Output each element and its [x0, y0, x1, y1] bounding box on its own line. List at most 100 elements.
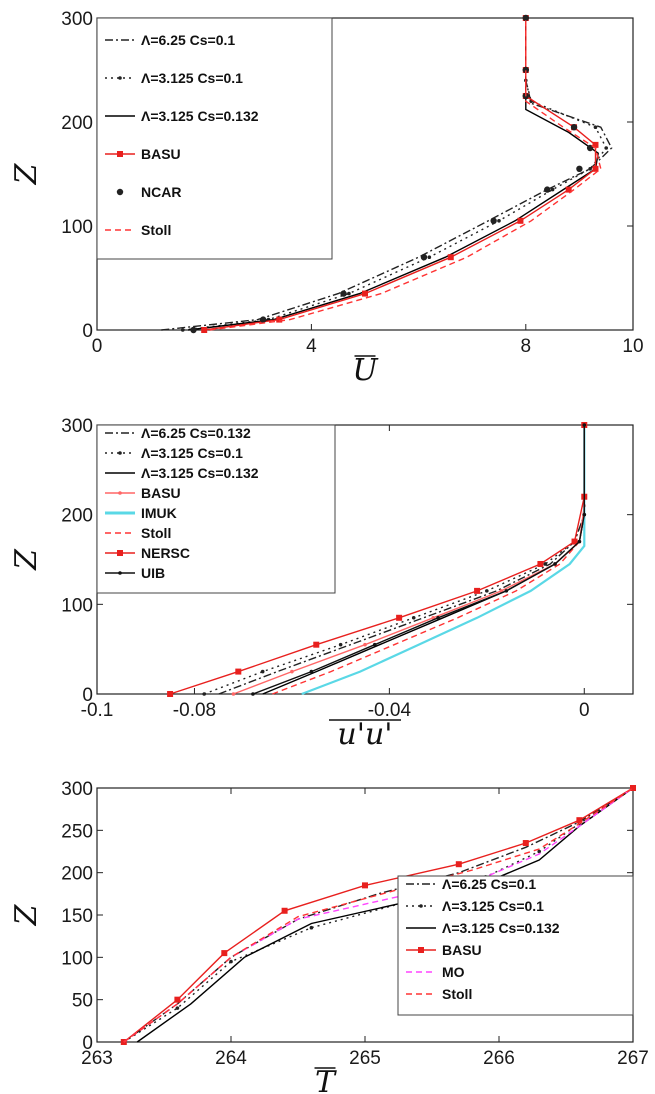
panel-1-legend-entry-1-label: Λ=6.25 Cs=0.1: [141, 32, 235, 48]
panel-3-series-1-line: [123, 787, 634, 1043]
panel-2-xtick-label: 0: [579, 700, 590, 721]
panel-2-ytick-label: 0: [82, 685, 93, 706]
panel-1-series-3-line: [188, 18, 599, 331]
panel-2-series-7-marker: [537, 560, 544, 567]
panel-2-series-8: [251, 423, 587, 696]
panel-1-series-2-marker: [180, 328, 185, 332]
panel-2-ytick-label: 200: [61, 506, 93, 527]
panel-3-series-4-marker: [174, 996, 181, 1003]
panel-2-series-4-marker: [431, 615, 436, 620]
panel-2-series-7-marker: [474, 587, 481, 594]
panel-2-series-8-marker: [436, 615, 440, 620]
panel-3-legend-entry-4: BASU: [406, 942, 482, 958]
panel-1-series-5-marker: [259, 316, 267, 323]
panel-2-legend-entry-4-marker: [118, 491, 122, 495]
panel-2-legend-entry-5: IMUK: [105, 505, 177, 521]
panel-3-series-4-marker: [362, 882, 368, 889]
panel-2-series-4-marker: [290, 669, 294, 674]
panel-2-series-2-marker: [485, 589, 489, 593]
panel-2-series-8-marker: [582, 423, 587, 427]
panel-3-legend-entry-2-label: Λ=3.125 Cs=0.1: [442, 898, 544, 914]
panel-1-series-5-marker: [490, 217, 497, 224]
panel-3-ylabel: Z: [9, 903, 44, 926]
panel-1-series-5: [190, 14, 594, 334]
panel-2-series-7-marker: [235, 668, 242, 675]
panel-1-xtick-label: 10: [622, 336, 643, 357]
panel-1-series-3: [188, 18, 599, 331]
panel-2-series-8-marker: [582, 512, 587, 517]
panel-3-ytick-label: 0: [82, 1033, 93, 1054]
panel-2-series-8-marker: [251, 692, 255, 696]
panel-1-series-4-marker: [565, 186, 572, 193]
panel-3-legend-entry-3: Λ=3.125 Cs=0.132: [406, 920, 560, 936]
panel-2-series-2-marker: [543, 562, 548, 566]
panel-3-legend-entry-6-label: Stoll: [442, 986, 472, 1002]
panel-3-legend-entry-5-label: MO: [442, 964, 465, 980]
panel-2-series-7-marker: [396, 614, 403, 621]
panel-3-series-4-marker: [455, 861, 462, 868]
panel-2-series-5-line: [301, 425, 586, 696]
panel-2-legend-entry-3: Λ=3.125 Cs=0.132: [105, 465, 259, 481]
panel-3-ytick-label: 200: [61, 864, 93, 885]
panel-2-legend-entry-8: UIB: [105, 565, 165, 581]
panel-3-series-6: [123, 787, 634, 1043]
panel-1-series-4-marker: [362, 290, 368, 297]
panel-2-legend-entry-8-marker: [118, 571, 122, 575]
panel-1-series-5-marker: [586, 144, 594, 152]
panel-2-ytick-label: 300: [61, 416, 93, 437]
panel-2-series-8-marker: [309, 669, 314, 674]
panel-2-series-8-marker: [372, 642, 377, 647]
panel-1-series-5-marker: [190, 326, 197, 334]
panel-1-series-4-marker: [592, 165, 599, 172]
panel-3-ytick-label: 150: [61, 906, 93, 927]
panel-2-xtick-label: -0.08: [173, 700, 216, 721]
panel-2-legend-entry-6: Stoll: [105, 525, 171, 541]
panel-1-series-2-marker: [427, 255, 432, 259]
panel-2-series-2-marker: [202, 692, 206, 696]
panel-3-legend-entry-5: MO: [406, 964, 465, 980]
panel-1-series-5-marker: [570, 124, 578, 131]
panel-1-series-5-marker: [420, 254, 428, 261]
panel-1-xtick-label: 8: [521, 336, 532, 357]
panel-1-ytick-label: 300: [61, 9, 93, 30]
panel-3-series-4-marker: [522, 840, 529, 847]
panel-2-legend-entry-7-label: NERSC: [141, 545, 190, 561]
panel-1-series-4-marker: [276, 316, 283, 323]
panel-3-legend-entry-4-label: BASU: [442, 942, 482, 958]
panel-1-series-6: [209, 18, 602, 331]
panel-2-series-2-marker: [411, 615, 416, 620]
panel-1-legend-entry-2-marker: [118, 76, 122, 80]
panel-3-series-2-marker: [309, 925, 314, 930]
panel-1-legend-entry-5: NCAR: [116, 184, 181, 200]
panel-3-xtick-label: 266: [483, 1048, 515, 1069]
panel-3-legend-entry-4-marker: [418, 947, 424, 953]
panel-1-legend-entry-3: Λ=3.125 Cs=0.132: [105, 108, 259, 124]
panel-2-legend-entry-2-marker: [118, 451, 122, 455]
panel-1-series-2-marker: [588, 167, 592, 171]
panel-2-legend-entry-3-label: Λ=3.125 Cs=0.132: [141, 465, 259, 481]
panel-1-series-5-marker: [522, 14, 529, 22]
panel-1-ytick-label: 200: [61, 113, 93, 134]
panel-3-xtick-label: 264: [215, 1048, 247, 1069]
panel-3-legend-entry-2: Λ=3.125 Cs=0.1: [406, 898, 544, 914]
panel-2-legend-entry-1: Λ=6.25 Cs=0.132: [105, 425, 251, 441]
panel-1-series-2-marker: [604, 146, 608, 150]
panel-2-series-7-marker: [167, 691, 174, 697]
panel-1-series-5-marker: [340, 290, 347, 297]
panel-1-series-2-marker: [593, 125, 598, 129]
panel-2-series-4-marker: [363, 642, 367, 647]
panel-1-legend-entry-1: Λ=6.25 Cs=0.1: [105, 32, 235, 48]
panel-1-xtick-label: 4: [306, 336, 317, 357]
panel-2-series-2-marker: [338, 642, 343, 647]
panel-3-legend-entry-1-label: Λ=6.25 Cs=0.1: [442, 876, 536, 892]
panel-1-ytick-label: 0: [82, 321, 93, 342]
panel-1-legend-entry-2: Λ=3.125 Cs=0.1: [105, 70, 243, 86]
panel-3-legend-entry-3-label: Λ=3.125 Cs=0.132: [442, 920, 560, 936]
panel-1-legend-entry-4-label: BASU: [141, 146, 181, 162]
panel-3-series-5: [123, 787, 634, 1043]
panel-3-xtick-label: 267: [617, 1048, 649, 1069]
panel-2-ytick-label: 100: [61, 595, 93, 616]
panel-3-series-2-marker: [175, 1006, 180, 1010]
panel-1-series-5-marker: [576, 165, 583, 172]
